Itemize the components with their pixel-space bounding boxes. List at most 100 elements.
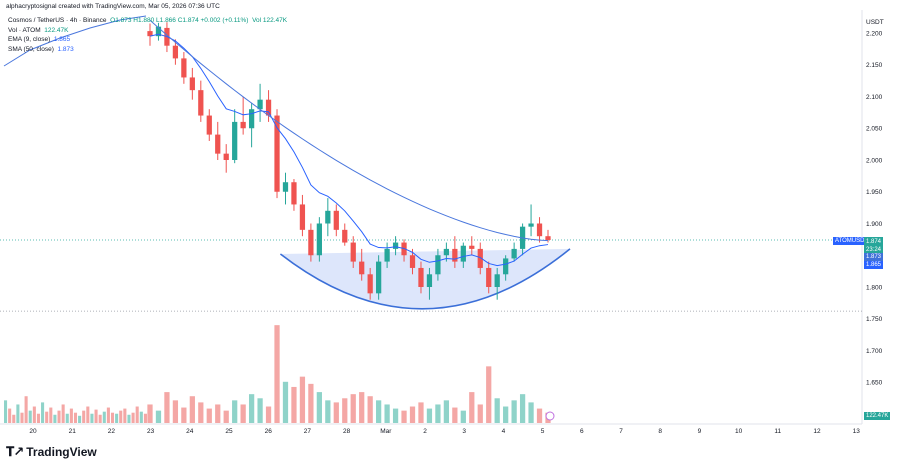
last-price-text: 1.874 (866, 239, 882, 245)
date-tick-label: 2 (423, 428, 427, 435)
candle-body (545, 236, 551, 241)
volume-bar (426, 408, 433, 423)
candle-body (232, 121, 238, 160)
volume-bar (28, 410, 32, 423)
volume-bar (49, 407, 53, 423)
volume-bar (98, 414, 102, 423)
symbol-name[interactable]: Cosmos / TetherUS · 4h · Binance (8, 17, 107, 24)
volume-bar (172, 400, 179, 423)
currency-label: USDT (866, 19, 884, 26)
ema-price-tag: 1.865 (864, 261, 884, 269)
volume-bar (127, 414, 131, 423)
volume-bar (12, 414, 16, 423)
candle-body (265, 99, 272, 116)
volume-bar (291, 386, 297, 423)
volume-bar (4, 400, 8, 423)
volume-bar (198, 402, 204, 423)
legend-symbol-row[interactable]: Cosmos / TetherUS · 4h · Binance O1.873 … (8, 16, 287, 26)
volume-bar (325, 400, 331, 423)
candle-body (409, 255, 416, 268)
volume-bar (486, 366, 492, 423)
date-tick-label: Mar (380, 428, 392, 435)
volume-bar (147, 404, 153, 423)
candle-body (257, 99, 263, 110)
tradingview-brand[interactable]: 𝐓↗ TradingView (6, 444, 97, 460)
date-tick-label: 9 (698, 428, 702, 435)
volume-bar (57, 410, 61, 423)
sma-line (149, 19, 549, 242)
date-tick-label: 4 (502, 428, 506, 435)
volume-bar (61, 404, 65, 423)
candle-body (206, 115, 212, 135)
volume-bar (418, 402, 424, 423)
volume-bar (223, 410, 229, 423)
volume-bar (73, 412, 78, 423)
candle-body (172, 45, 179, 59)
volume-bar (342, 398, 348, 423)
candle-body (384, 248, 390, 262)
volume-bar (316, 392, 322, 423)
legend-ema-row[interactable]: EMA (9, close) 1.865 (8, 35, 287, 45)
volume-bar (409, 406, 416, 423)
volume-bar (469, 392, 475, 423)
date-tick-label: 23 (147, 428, 155, 435)
volume-bar (536, 408, 543, 423)
volume-bar (90, 413, 94, 423)
ema-tag-text: 1.865 (866, 262, 882, 268)
volume-bar (282, 381, 289, 423)
brand-name: TradingView (26, 445, 97, 459)
price-tick-label: 2.050 (866, 126, 883, 133)
candle-body (503, 258, 509, 275)
candle-body (418, 267, 424, 287)
volume-bar (82, 410, 86, 423)
volume-bar (123, 408, 127, 423)
legend-vol-row[interactable]: Vol · ATOM 122.47K (8, 26, 287, 36)
sma-tag-text: 1.873 (866, 254, 882, 260)
candle-body (181, 58, 187, 78)
header-volume: Vol 122.47K (252, 17, 288, 24)
date-tick-label: 13 (853, 428, 861, 435)
countdown-text: 23:24 (866, 247, 882, 253)
volume-bar (20, 412, 24, 423)
date-tick-label: 8 (658, 428, 662, 435)
volume-bar (452, 407, 458, 423)
volume-bar (16, 404, 20, 423)
candle-body (189, 77, 195, 91)
date-tick-label: 24 (186, 428, 194, 435)
volume-bar (299, 376, 306, 423)
candle-body (155, 26, 162, 37)
candle-body (435, 255, 441, 275)
sma-price-tag: 1.873 (864, 253, 884, 261)
candle-body (511, 248, 517, 259)
volume-bar (359, 392, 365, 423)
volume-bar (53, 414, 57, 423)
volume-bar (119, 410, 123, 423)
vol-label: Vol · ATOM (8, 26, 41, 34)
ema-line (149, 33, 549, 267)
chart-header: alphacryptosignal created with TradingVi… (6, 3, 220, 10)
volume-bar (24, 396, 28, 423)
volume-bar (392, 408, 399, 423)
date-tick-label: 11 (774, 428, 781, 435)
legend-sma-row[interactable]: SMA (50, close) 1.873 (8, 45, 287, 55)
price-tick-label: 1.950 (866, 189, 883, 196)
volume-bar (41, 402, 45, 423)
candle-body (274, 115, 280, 192)
candle-body (198, 90, 204, 116)
candle-body (350, 242, 356, 262)
ohlc-values: O1.873 H1.880 L1.866 C1.874 +0.002 (+0.1… (110, 17, 249, 24)
candle-body (528, 223, 534, 227)
candle-body (299, 204, 306, 230)
price-tick-label: 2.100 (866, 94, 883, 101)
candle-body (291, 182, 297, 205)
price-tick-label: 1.900 (866, 221, 883, 228)
last-price-tag: 1.874 23:24 (864, 237, 884, 255)
tradingview-logo-icon: 𝐓↗ (6, 444, 24, 459)
volume-bar (511, 400, 517, 423)
sma-label: SMA (50, close) (8, 45, 54, 53)
volume-bar (155, 410, 162, 423)
lightning-icon (545, 411, 555, 421)
candle-body (316, 223, 322, 256)
price-tick-label: 1.700 (866, 348, 883, 355)
